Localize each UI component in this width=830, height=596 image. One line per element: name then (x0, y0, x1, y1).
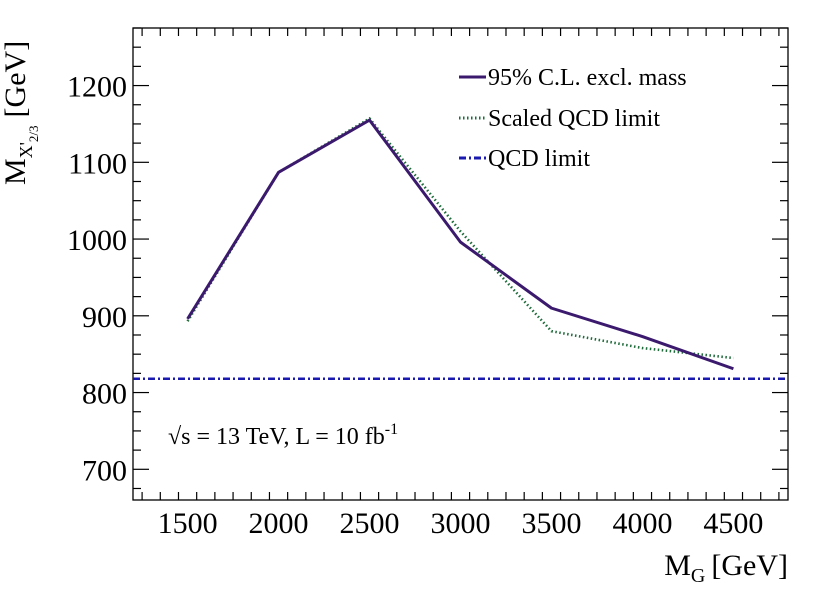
sqrt-symbol: √ (168, 424, 182, 450)
y-ticks: 700 800 900 1000 1100 1200 (67, 27, 788, 490)
y-axis-title-unit: [GeV] (0, 41, 32, 118)
energy-lumi-annotation: √s = 13 TeV, L = 10 fb-1 (168, 421, 398, 450)
x-axis-title: MG [GeV] (664, 549, 788, 587)
y-tick-label: 800 (82, 378, 127, 411)
x-axis-title-sub: G (691, 565, 705, 587)
y-tick-label: 700 (82, 454, 127, 487)
x-tick-label: 2000 (249, 507, 309, 540)
annotation-sup: -1 (385, 421, 398, 438)
plot-frame (132, 27, 789, 501)
x-tick-label: 3500 (521, 507, 581, 540)
y-axis-title-sub: X' (16, 142, 36, 158)
legend-label-qcd-limit: QCD limit (488, 146, 590, 172)
x-tick-label: 1500 (158, 507, 218, 540)
y-tick-label: 1200 (67, 71, 127, 104)
y-axis-title: MX'2/3[GeV] (0, 41, 41, 185)
x-tick-label: 3000 (431, 507, 491, 540)
y-tick-label: 1000 (67, 224, 127, 257)
legend-label-exclusion: 95% C.L. excl. mass (488, 65, 687, 91)
series-exclusion-line (186, 118, 734, 371)
series-scaled-qcd-line (186, 116, 734, 360)
x-tick-label: 4500 (703, 507, 763, 540)
legend-label-scaled-qcd: Scaled QCD limit (488, 106, 660, 132)
y-tick-label: 900 (82, 301, 127, 334)
y-axis-title-subsub: 2/3 (26, 125, 41, 142)
legend: 95% C.L. excl. mass Scaled QCD limit QCD… (459, 65, 687, 172)
x-tick-label: 2500 (340, 507, 400, 540)
x-ticks: 1500 2000 2500 3000 3500 4000 4500 (141, 28, 780, 540)
annotation-main: s = 13 TeV, L = 10 fb (181, 424, 385, 450)
y-tick-label: 1100 (68, 147, 127, 180)
x-tick-label: 4000 (612, 507, 672, 540)
x-axis-title-unit: [GeV] (711, 549, 788, 582)
series-group (133, 116, 788, 381)
